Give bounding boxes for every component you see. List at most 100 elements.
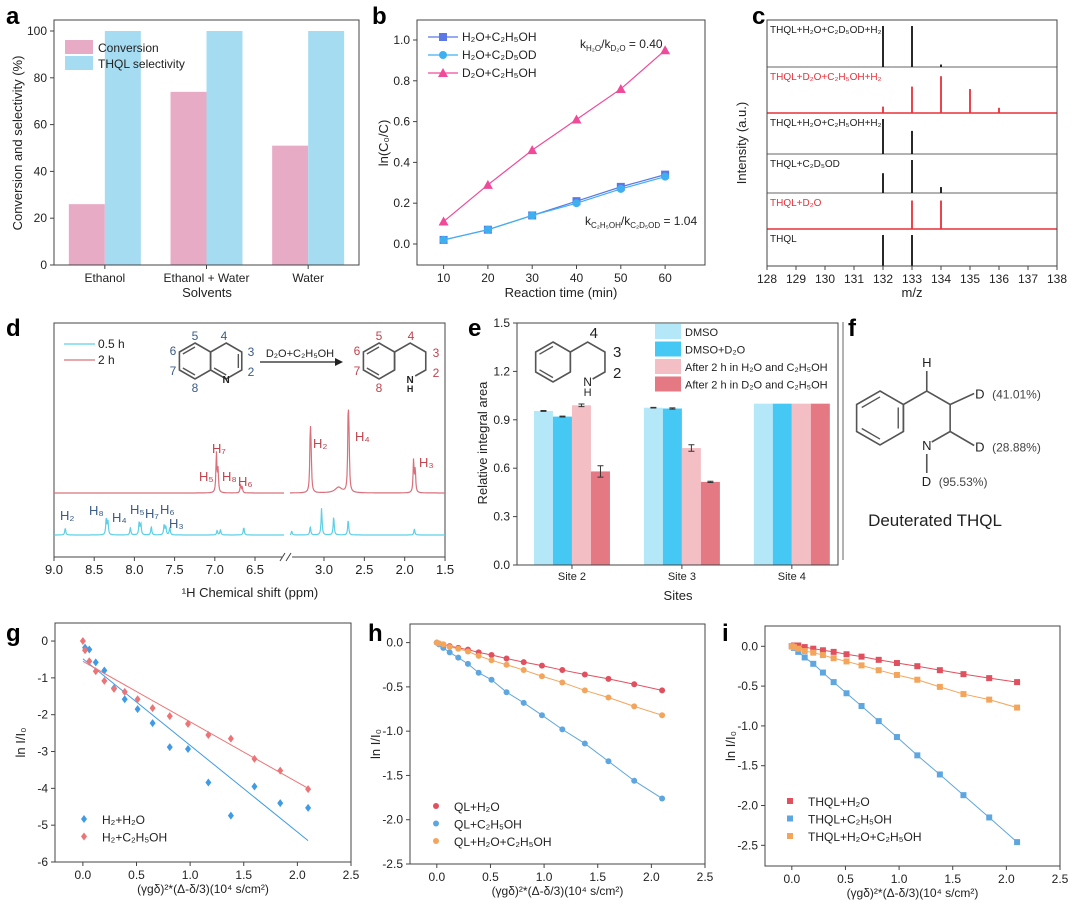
data-point	[801, 648, 808, 655]
y-tick-label: 100	[27, 24, 47, 38]
x-tick-label: 0.5	[128, 868, 145, 882]
data-point	[581, 740, 588, 747]
plot-frame-g	[54, 622, 352, 863]
position-number: 2	[248, 365, 255, 379]
bar	[791, 403, 811, 565]
data-point	[520, 667, 527, 674]
data-point	[503, 661, 510, 668]
position-number: 4	[590, 325, 598, 342]
x-tick-label: 1.5	[589, 870, 606, 884]
thql-benzene-ring	[362, 342, 396, 380]
position-number: 2	[433, 366, 440, 380]
y-axis-label: ln I/I₀	[368, 729, 383, 759]
y-tick-label: 1.2	[493, 364, 510, 378]
data-point	[538, 712, 545, 719]
data-point	[439, 235, 448, 244]
legend-label: H₂+C₂H₅OH	[102, 831, 167, 845]
legend-label: H₂O+C₂D₅OD	[462, 48, 537, 62]
data-point	[483, 225, 492, 234]
data-point	[305, 785, 312, 794]
thql-saturated-ring	[393, 342, 427, 377]
position-number: 8	[376, 381, 383, 395]
legend-label: 0.5 h	[98, 337, 125, 351]
y-tick-label: -4	[37, 781, 48, 795]
data-point	[101, 676, 108, 685]
y-tick-label: -2.5	[737, 838, 758, 852]
bar	[810, 403, 830, 565]
legend-swatch	[655, 324, 681, 339]
bar-conversion	[68, 204, 105, 265]
data-point	[893, 671, 900, 678]
inset-benzene-ring-double-bond	[539, 345, 554, 355]
x-tick-label: 60	[658, 271, 672, 285]
legend-label: D₂O+C₂H₅OH	[462, 66, 537, 80]
axis-break-gap	[282, 554, 292, 560]
data-point	[166, 712, 173, 721]
position-number: 2	[613, 365, 621, 382]
data-point	[110, 684, 117, 693]
bar-selectivity	[308, 30, 345, 265]
data-point	[134, 705, 141, 714]
data-point	[936, 667, 943, 674]
data-point	[631, 777, 638, 784]
y-tick-label: 0.3	[493, 510, 510, 524]
thql-benzene-ring-double-bond	[366, 367, 380, 376]
hydrogen-atom-label: H	[922, 355, 931, 370]
data-point	[801, 654, 808, 661]
error-bar	[559, 415, 566, 418]
inset-benzene-ring-double-bond	[539, 369, 554, 379]
plot-frame-d	[53, 322, 446, 558]
data-point	[166, 743, 173, 752]
x-tick-label: Site 2	[558, 571, 586, 583]
position-number: 8	[192, 381, 199, 395]
spectrum-label: THQL+D₂O	[770, 198, 822, 209]
series-line	[443, 176, 666, 241]
data-point	[559, 679, 566, 686]
data-point	[438, 216, 449, 226]
y-tick-label: 0.8	[393, 74, 410, 88]
deuterium-label: D	[975, 440, 984, 455]
fit-line	[82, 658, 309, 842]
data-point	[616, 184, 625, 193]
x-tick-label: 8.5	[85, 562, 103, 577]
legend-swatch	[655, 376, 681, 392]
data-point	[184, 719, 191, 728]
annotation-part: = 1.04	[660, 214, 697, 228]
data-point	[605, 694, 612, 701]
y-tick-label: -2.0	[382, 813, 403, 827]
x-tick-label: 1.0	[536, 870, 553, 884]
x-tick-label: 0.5	[837, 872, 854, 886]
x-axis-label: (γgδ)²*(Δ-δ/3)(10⁴ s/cm²)	[137, 882, 269, 896]
data-point	[960, 671, 967, 678]
y-tick-label: -1.5	[382, 768, 403, 782]
error-bar	[650, 406, 657, 409]
y-tick-label: 0.6	[493, 461, 510, 475]
bar	[571, 405, 591, 565]
annotation-part: /k	[601, 37, 611, 51]
x-tick-label: Ethanol	[84, 271, 125, 285]
x-axis-label: (γgδ)²*(Δ-δ/3)(10⁴ s/cm²)	[847, 886, 979, 900]
x-tick-label: 30	[526, 271, 540, 285]
data-point	[571, 114, 582, 124]
x-tick-label: 20	[481, 271, 495, 285]
annotation-part: k	[580, 37, 587, 51]
y-tick-label: 60	[34, 118, 48, 132]
legend-swatch	[65, 40, 93, 54]
data-point	[795, 645, 802, 652]
x-tick-label: 130	[815, 272, 835, 286]
data-point	[488, 657, 495, 664]
legend-marker	[433, 803, 439, 809]
data-point	[503, 689, 510, 696]
data-point	[843, 658, 850, 665]
data-point	[819, 652, 826, 659]
peak-label: H₈	[222, 469, 237, 484]
legend-label: DMSO	[685, 327, 718, 339]
data-point	[819, 669, 826, 676]
data-point	[528, 211, 537, 220]
data-point	[205, 730, 212, 739]
data-point	[184, 744, 191, 753]
data-point	[581, 671, 588, 678]
fit-line	[436, 642, 663, 716]
data-point	[615, 83, 626, 93]
